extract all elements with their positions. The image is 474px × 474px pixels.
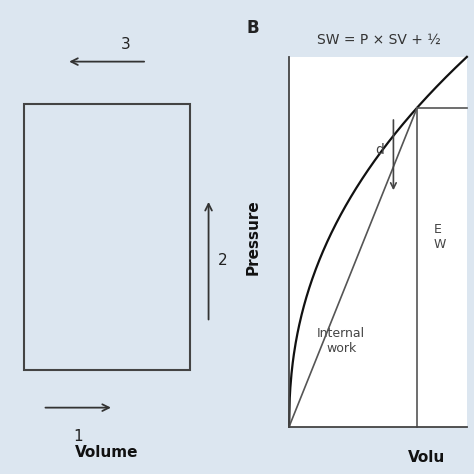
- Text: 3: 3: [121, 37, 130, 52]
- Text: 2: 2: [218, 253, 228, 268]
- Text: Volu: Volu: [408, 449, 445, 465]
- Polygon shape: [289, 57, 467, 427]
- Text: d: d: [375, 143, 384, 157]
- Text: 1: 1: [73, 429, 83, 444]
- Text: Internal
work: Internal work: [317, 327, 365, 356]
- Text: Pressure: Pressure: [246, 199, 261, 275]
- Text: B: B: [246, 19, 259, 37]
- Text: SW = P × SV + ½: SW = P × SV + ½: [317, 33, 441, 47]
- Text: E
W: E W: [434, 223, 446, 251]
- Text: Volume: Volume: [75, 445, 138, 460]
